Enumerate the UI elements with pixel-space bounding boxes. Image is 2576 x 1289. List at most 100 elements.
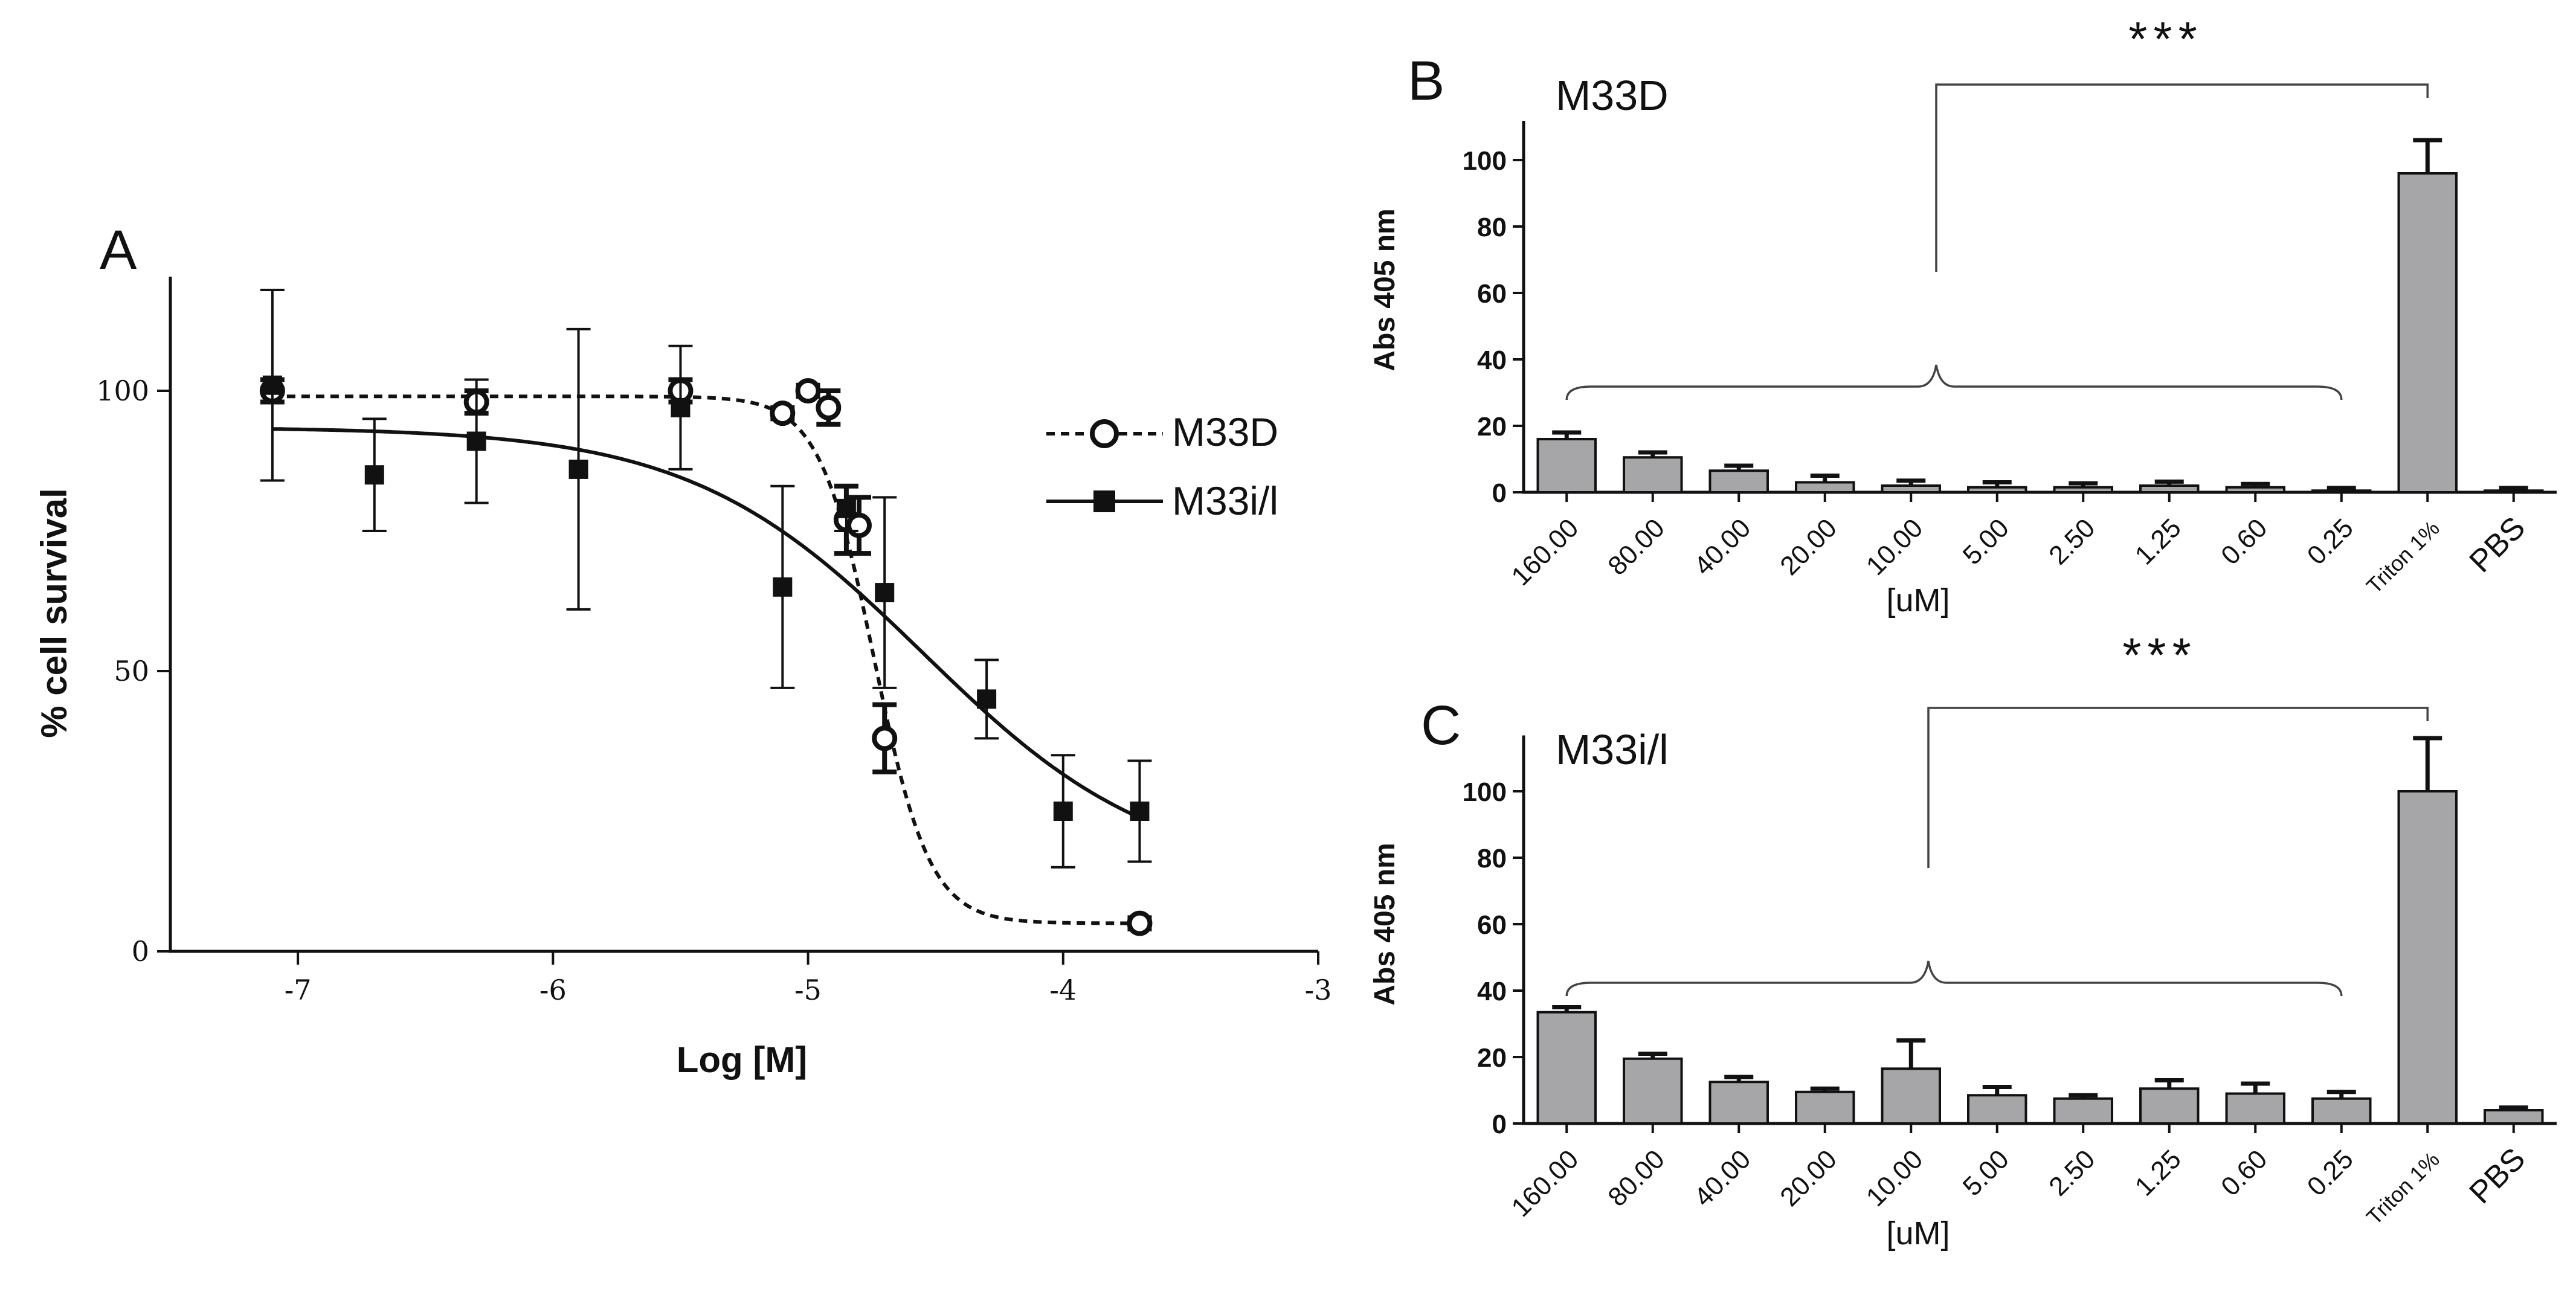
x-tick-label: -6 bbox=[539, 974, 567, 1006]
panel-a-axes bbox=[169, 277, 1318, 953]
y-tick-label: 40 bbox=[1477, 346, 1507, 375]
bar bbox=[1536, 1011, 1597, 1125]
panel-c-hemolysis-m33il: C M33i/l Abs 405 nm [uM] 0 20 40 60 80 100 160… bbox=[1369, 628, 2557, 1252]
bar bbox=[1881, 1067, 1941, 1125]
panel-b-y-axis-label: Abs 405 nm bbox=[1369, 208, 1401, 371]
bar bbox=[2053, 486, 2113, 493]
x-tick-label: 80.00 bbox=[1602, 513, 1670, 581]
bar bbox=[1881, 484, 1941, 493]
x-tick-label: 10.00 bbox=[1861, 513, 1929, 581]
panel-c-letter: C bbox=[1421, 695, 1461, 756]
significance-stars: *** bbox=[2128, 12, 2203, 66]
m33d-point bbox=[816, 394, 842, 420]
concentration-brace bbox=[1565, 364, 2343, 400]
bar bbox=[2225, 486, 2285, 493]
m33il-point bbox=[1053, 802, 1073, 821]
y-tick-label: 80 bbox=[1477, 213, 1507, 242]
panel-b-hemolysis-m33d: B M33D Abs 405 nm [uM] 0 20 40 60 80 100 160.0… bbox=[1369, 12, 2557, 619]
bar bbox=[1708, 1081, 1769, 1125]
panel-c-x-axis-label: [uM] bbox=[1886, 1215, 1950, 1252]
m33d-point bbox=[872, 725, 898, 751]
significance-bracket bbox=[1927, 707, 2429, 868]
significance-stars: *** bbox=[2122, 628, 2197, 682]
bar bbox=[2311, 489, 2372, 493]
panel-a-letter: A bbox=[100, 219, 137, 281]
m33il-point bbox=[364, 465, 384, 485]
x-tick-label: Triton 1% bbox=[2362, 516, 2444, 599]
x-tick-label: PBS bbox=[2463, 510, 2533, 579]
x-tick-label: PBS bbox=[2463, 1141, 2533, 1210]
panel-c-title: M33i/l bbox=[1556, 726, 1669, 773]
x-tick-label: -4 bbox=[1049, 974, 1077, 1006]
y-tick-label: 100 bbox=[1463, 777, 1507, 807]
bar bbox=[2139, 1087, 2200, 1125]
m33d-fit-curve bbox=[272, 394, 1140, 925]
m33il-point bbox=[671, 397, 691, 417]
bar bbox=[2311, 1097, 2372, 1125]
bar bbox=[1623, 1057, 1683, 1125]
bar bbox=[2139, 484, 2200, 493]
m33il-point bbox=[836, 498, 856, 518]
panel-b-title: M33D bbox=[1556, 72, 1669, 119]
x-axis-label: Log [M] bbox=[677, 1040, 808, 1080]
bar bbox=[1967, 1094, 2027, 1125]
x-tick-label: 20.00 bbox=[1774, 513, 1843, 581]
bar bbox=[2053, 1097, 2113, 1125]
y-tick-label: 0 bbox=[132, 935, 149, 968]
x-tick-label: 0.25 bbox=[2302, 513, 2359, 570]
m33il-point bbox=[875, 583, 895, 603]
x-tick-label: 20.00 bbox=[1774, 1144, 1843, 1212]
m33il-point bbox=[773, 577, 793, 597]
concentration-brace bbox=[1565, 960, 2343, 997]
y-axis-label: % cell survival bbox=[34, 488, 74, 738]
x-tick-label: 0.25 bbox=[2302, 1144, 2359, 1201]
bar bbox=[1795, 481, 1855, 493]
x-tick-label: 2.50 bbox=[2043, 1144, 2101, 1201]
y-tick-label: 20 bbox=[1477, 412, 1507, 442]
m33il-point bbox=[466, 431, 486, 451]
m33il-fit-curve bbox=[272, 427, 1141, 820]
x-tick-label: 1.25 bbox=[2130, 1144, 2187, 1201]
legend-m33il-marker bbox=[1093, 490, 1115, 512]
x-tick-label: 160.00 bbox=[1506, 513, 1585, 591]
m33d-point bbox=[1127, 910, 1153, 936]
bar bbox=[1708, 469, 1769, 493]
y-tick-label: 0 bbox=[1492, 478, 1507, 508]
x-tick-label: 80.00 bbox=[1602, 1144, 1670, 1212]
bar bbox=[2397, 790, 2458, 1125]
panel-a-dose-response: A % cell survival Log [M] -7 -6 -5 -4 -3 0 50 1… bbox=[34, 219, 1331, 1080]
legend-m33d-marker bbox=[1090, 419, 1119, 448]
y-tick-label: 100 bbox=[1463, 146, 1507, 176]
x-tick-label: 1.25 bbox=[2130, 513, 2187, 570]
x-tick-label: 40.00 bbox=[1689, 1144, 1757, 1212]
y-tick-label: 0 bbox=[1492, 1110, 1507, 1139]
x-tick-label: -5 bbox=[794, 974, 822, 1006]
y-tick-label: 60 bbox=[1477, 279, 1507, 309]
bar bbox=[2225, 1092, 2285, 1125]
m33il-point bbox=[977, 689, 997, 709]
x-tick-label: 40.00 bbox=[1689, 513, 1757, 581]
bar bbox=[2397, 172, 2458, 493]
y-tick-label: 50 bbox=[114, 655, 149, 687]
x-tick-label: -7 bbox=[285, 974, 312, 1006]
m33d-point bbox=[770, 400, 796, 426]
panel-b-letter: B bbox=[1408, 50, 1444, 112]
m33d-point bbox=[795, 378, 821, 403]
m33il-point bbox=[1130, 802, 1150, 821]
x-tick-label: 2.50 bbox=[2043, 513, 2101, 570]
x-tick-label: -3 bbox=[1305, 974, 1332, 1006]
x-tick-label: 0.60 bbox=[2215, 1144, 2273, 1201]
x-tick-label: 5.00 bbox=[1957, 1144, 2015, 1201]
m33il-point bbox=[262, 375, 282, 395]
x-tick-label: 10.00 bbox=[1861, 1144, 1929, 1212]
legend-m33d-label: M33D bbox=[1172, 410, 1278, 454]
bar bbox=[1967, 486, 2027, 493]
bar bbox=[1536, 438, 1597, 493]
bar bbox=[2484, 489, 2544, 493]
y-tick-label: 80 bbox=[1477, 844, 1507, 873]
bar bbox=[1795, 1090, 1855, 1125]
x-tick-label: 0.60 bbox=[2215, 513, 2273, 570]
legend-m33il-label: M33i/l bbox=[1172, 478, 1278, 523]
x-tick-label: 5.00 bbox=[1957, 513, 2015, 570]
